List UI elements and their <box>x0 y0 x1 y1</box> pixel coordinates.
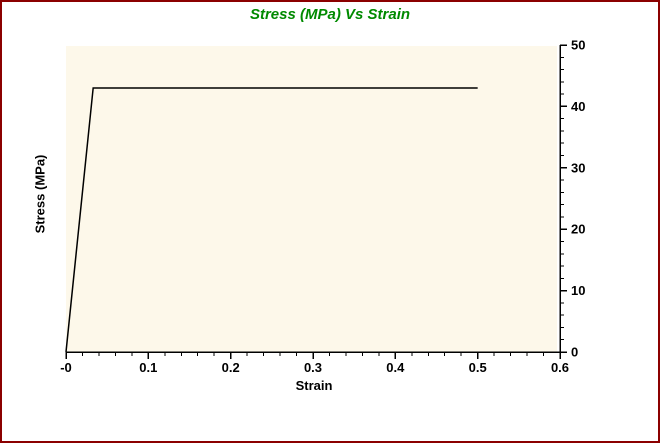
data-line <box>65 87 478 353</box>
plot-area <box>66 46 557 352</box>
x-tick-label: 0.6 <box>551 360 569 375</box>
x-tick-label: 0.2 <box>222 360 240 375</box>
x-tick-label: 0.3 <box>304 360 322 375</box>
x-axis-label: Strain <box>295 378 333 393</box>
x-tick-label: 0.5 <box>469 360 487 375</box>
y-axis-label: Stress (MPa) <box>32 154 48 234</box>
y-tick-label: 10 <box>571 283 585 298</box>
y-tick-label: 20 <box>571 222 585 237</box>
y-tick-label: 0 <box>571 345 578 360</box>
y-tick-label: 40 <box>571 99 585 114</box>
x-tick-label: 0.1 <box>139 360 157 375</box>
chart-title: Stress (MPa) Vs Strain <box>249 6 411 23</box>
x-tick-label: -0 <box>60 360 72 375</box>
x-tick-label: 0.4 <box>386 360 405 375</box>
y-tick-label: 50 <box>571 38 585 53</box>
y-tick-label: 30 <box>571 160 585 175</box>
